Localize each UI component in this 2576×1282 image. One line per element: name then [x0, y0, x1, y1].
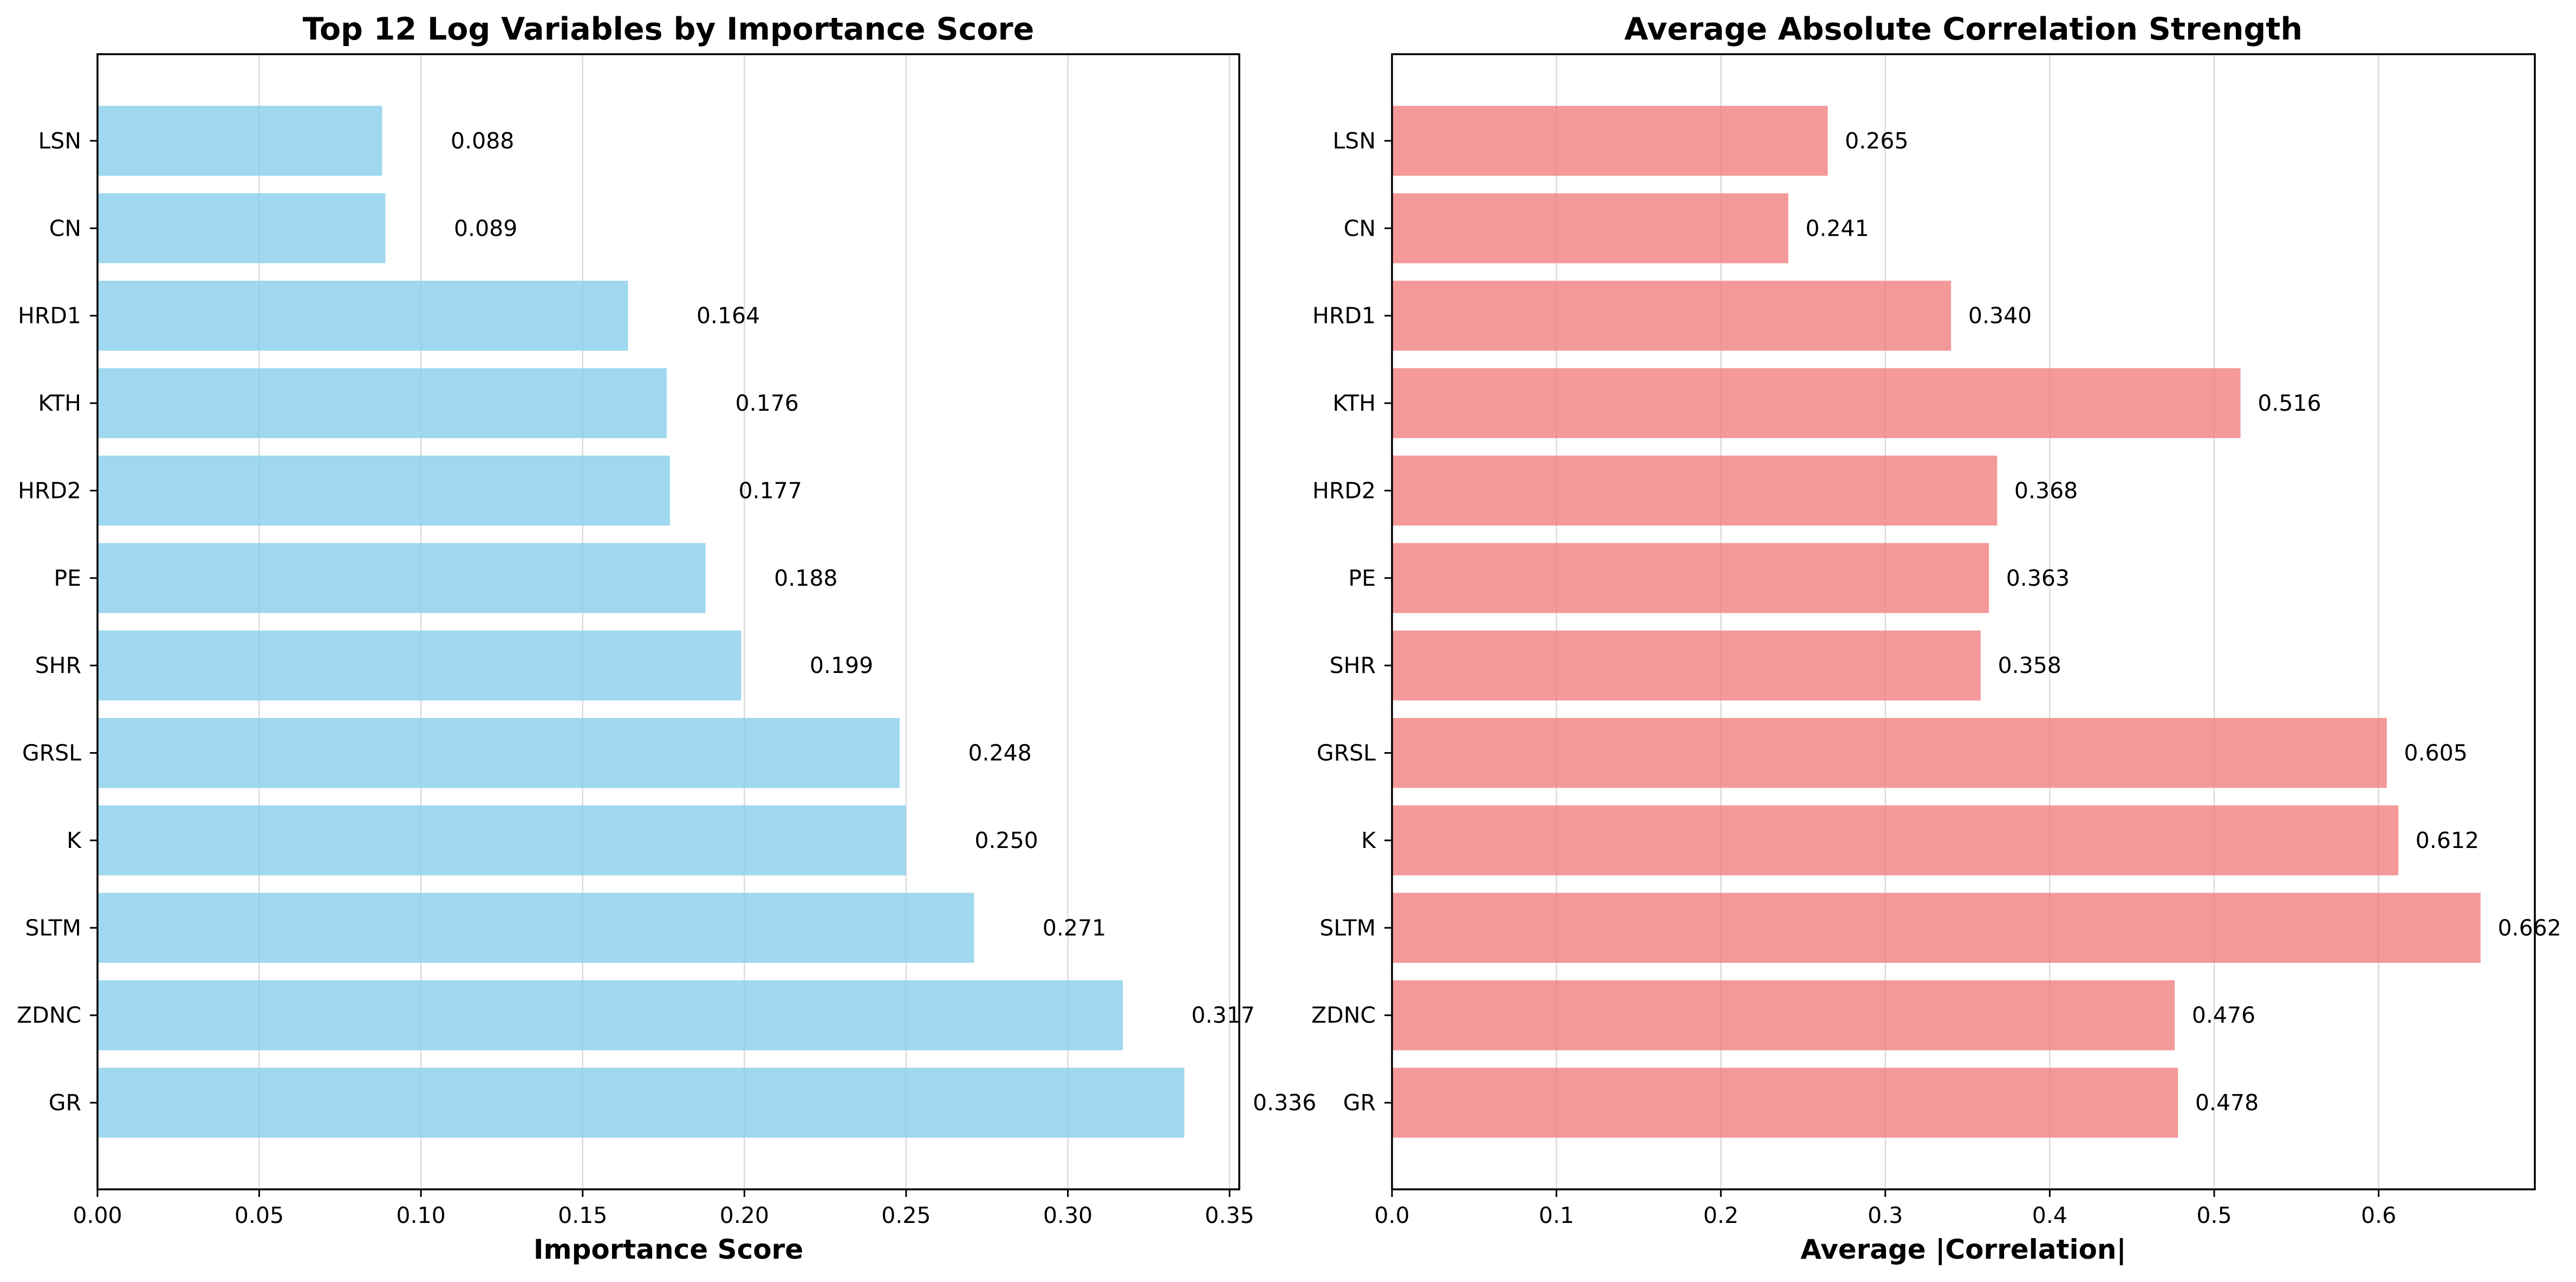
correlation-y-tick-label: GR	[1343, 1090, 1376, 1116]
correlation-bar-gr	[1392, 1067, 2178, 1138]
importance-bar-hrd1	[97, 281, 628, 351]
correlation-value-label: 0.478	[2195, 1090, 2259, 1116]
importance-value-label: 0.250	[974, 827, 1038, 853]
importance-value-label: 0.199	[810, 652, 873, 678]
importance-value-label: 0.336	[1253, 1090, 1316, 1116]
correlation-bar-k	[1392, 805, 2399, 876]
importance-value-label: 0.164	[697, 303, 760, 329]
importance-x-tick-label: 0.00	[73, 1202, 122, 1228]
correlation-value-label: 0.368	[2014, 477, 2078, 503]
correlation-x-tick-label: 0.3	[1868, 1202, 1903, 1228]
correlation-y-tick-label: CN	[1344, 215, 1376, 241]
importance-bar-lsn	[97, 106, 382, 176]
correlation-x-tick-label: 0.5	[2196, 1202, 2232, 1228]
importance-bar-pe	[97, 543, 706, 613]
importance-bar-gr	[97, 1067, 1185, 1138]
correlation-x-axis-label: Average |Correlation|	[1800, 1234, 2126, 1265]
correlation-y-tick-label: SHR	[1330, 652, 1376, 678]
importance-chart-panel: 0.336 0.317 0.271 0.250 0.248 0.199 0.188 0.177…	[17, 11, 1316, 1265]
importance-y-tick-label: LSN	[38, 128, 81, 154]
importance-y-tick-label: GR	[49, 1090, 81, 1116]
correlation-x-tick-label: 0.6	[2361, 1202, 2396, 1228]
importance-value-label: 0.088	[451, 128, 514, 154]
correlation-bar-hrd1	[1392, 281, 1951, 351]
correlation-x-tick-label: 0.1	[1539, 1202, 1574, 1228]
correlation-value-label: 0.241	[1805, 215, 1869, 241]
correlation-bar-zdnc	[1392, 980, 2175, 1051]
correlation-plot-frame	[1391, 53, 2536, 1190]
correlation-bar-kth	[1392, 368, 2241, 438]
importance-y-tick-label: K	[67, 827, 82, 853]
correlation-x-tick-label: 0.2	[1703, 1202, 1739, 1228]
importance-y-tick-label: SLTM	[25, 915, 81, 941]
importance-value-label: 0.248	[968, 740, 1031, 766]
correlation-y-tick-label: GRSL	[1317, 740, 1376, 766]
correlation-bar-pe	[1392, 543, 1989, 613]
correlation-chart-panel: 0.478 0.476 0.662 0.612 0.605 0.358 0.363 0.368…	[1311, 11, 2561, 1265]
importance-y-tick-label: KTH	[38, 390, 81, 416]
importance-bar-kth	[97, 368, 667, 438]
importance-chart-title: Top 12 Log Variables by Importance Score	[303, 11, 1035, 47]
importance-y-tick-label: PE	[54, 565, 81, 591]
importance-x-tick-label: 0.05	[235, 1202, 284, 1228]
importance-x-tick-label: 0.10	[396, 1202, 446, 1228]
correlation-bar-hrd2	[1392, 455, 1998, 526]
correlation-value-label: 0.612	[2416, 827, 2479, 853]
importance-bar-k	[97, 805, 906, 876]
correlation-bar-lsn	[1392, 106, 1828, 176]
correlation-value-label: 0.358	[1998, 652, 2061, 678]
correlation-y-tick-label: LSN	[1332, 128, 1376, 154]
correlation-bar-grsl	[1392, 718, 2387, 788]
importance-x-tick-label: 0.35	[1205, 1202, 1254, 1228]
correlation-value-label: 0.340	[1968, 303, 2032, 329]
importance-value-label: 0.188	[774, 565, 837, 591]
correlation-x-tick-label: 0.4	[2032, 1202, 2067, 1228]
correlation-bar-cn	[1392, 193, 1788, 263]
correlation-y-tick-label: HRD2	[1312, 477, 1376, 503]
importance-y-tick-label: HRD1	[18, 303, 81, 329]
importance-x-axis-label: Importance Score	[534, 1234, 803, 1265]
importance-value-label: 0.271	[1043, 915, 1106, 941]
correlation-value-label: 0.516	[2258, 390, 2321, 416]
importance-bar-shr	[97, 630, 741, 701]
importance-y-tick-label: GRSL	[22, 740, 81, 766]
importance-bar-hrd2	[97, 455, 670, 526]
importance-bar-zdnc	[97, 980, 1123, 1051]
correlation-y-tick-label: ZDNC	[1311, 1002, 1376, 1028]
importance-value-label: 0.317	[1191, 1002, 1254, 1028]
importance-bar-sltm	[97, 892, 974, 963]
correlation-chart-title: Average Absolute Correlation Strength	[1624, 11, 2302, 47]
correlation-y-tick-label: K	[1361, 827, 1376, 853]
correlation-value-label: 0.363	[2006, 565, 2070, 591]
correlation-value-label: 0.265	[1845, 128, 1908, 154]
correlation-x-tick-label: 0.0	[1374, 1202, 1409, 1228]
importance-value-label: 0.176	[735, 390, 798, 416]
importance-x-tick-label: 0.30	[1043, 1202, 1092, 1228]
importance-value-label: 0.177	[738, 477, 802, 503]
correlation-bar-sltm	[1392, 892, 2481, 963]
importance-y-tick-label: HRD2	[18, 477, 81, 503]
importance-bar-cn	[97, 193, 386, 263]
correlation-bar-shr	[1392, 630, 1981, 701]
importance-y-tick-label: CN	[49, 215, 81, 241]
correlation-value-label: 0.662	[2497, 915, 2561, 941]
importance-y-tick-label: SHR	[35, 652, 81, 678]
importance-value-label: 0.089	[454, 215, 517, 241]
correlation-y-tick-label: HRD1	[1312, 303, 1376, 329]
correlation-y-tick-label: KTH	[1332, 390, 1376, 416]
importance-bar-grsl	[97, 718, 900, 788]
correlation-y-tick-label: PE	[1348, 565, 1376, 591]
correlation-y-tick-label: SLTM	[1319, 915, 1376, 941]
importance-y-tick-label: ZDNC	[17, 1002, 81, 1028]
importance-x-tick-label: 0.20	[720, 1202, 769, 1228]
importance-x-tick-label: 0.15	[558, 1202, 607, 1228]
correlation-value-label: 0.605	[2404, 740, 2467, 766]
importance-x-tick-label: 0.25	[881, 1202, 931, 1228]
importance-plot-frame	[96, 53, 1240, 1190]
correlation-value-label: 0.476	[2192, 1002, 2255, 1028]
